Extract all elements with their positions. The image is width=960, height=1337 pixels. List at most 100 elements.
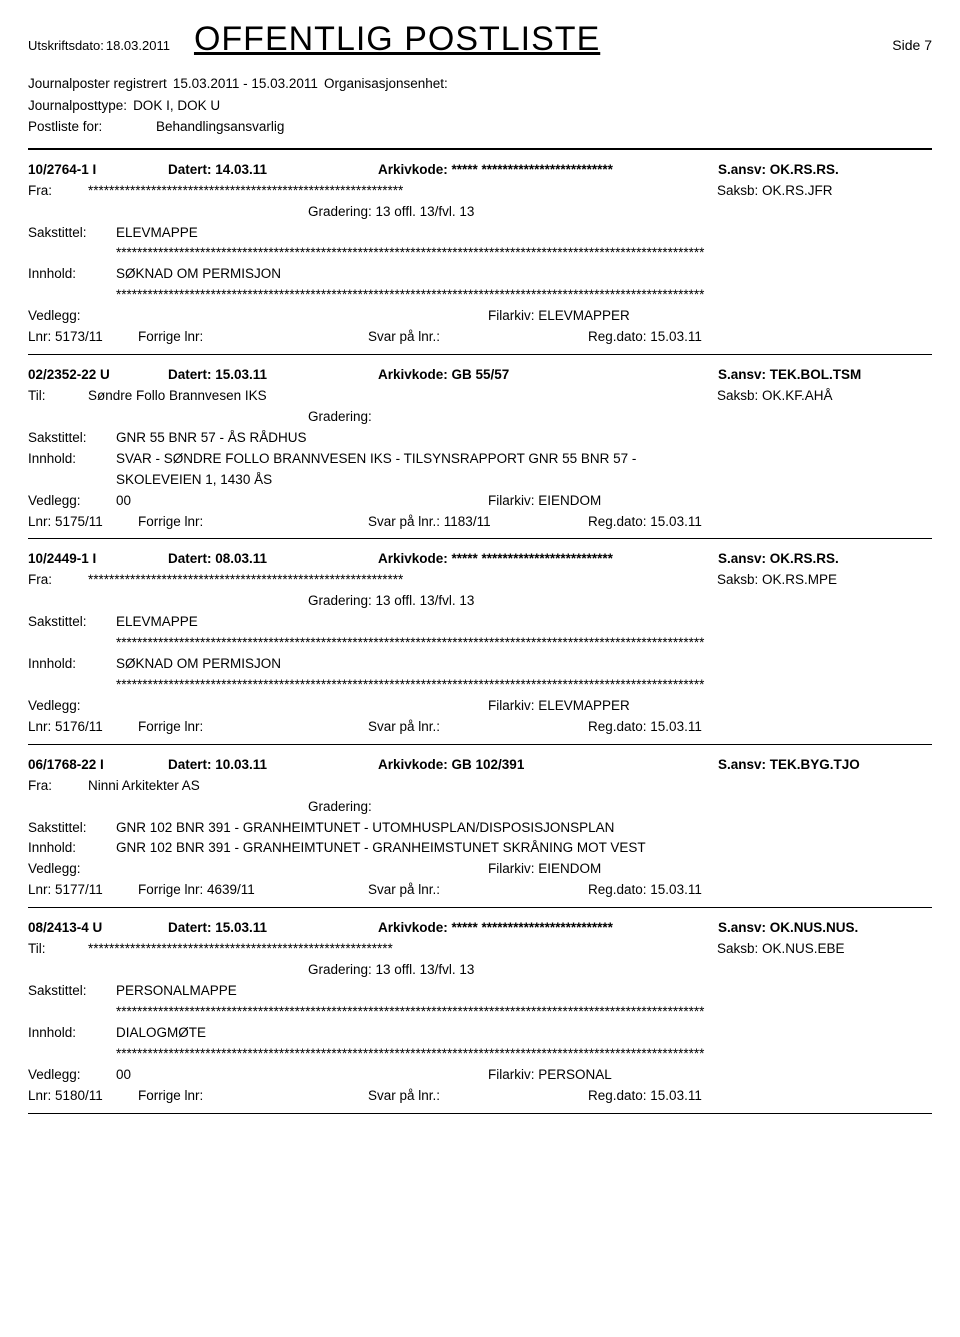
entry-party: Ninni Arkitekter AS — [88, 776, 717, 797]
entry-party-label: Fra: — [28, 570, 88, 591]
sakstittel-label: Sakstittel: — [28, 428, 116, 449]
innhold-value-line2: SKOLEVEIEN 1, 1430 ÅS — [28, 470, 932, 491]
regdato: Reg.dato: 15.03.11 — [588, 717, 932, 738]
sakstittel-value: ELEVMAPPE — [116, 223, 932, 244]
innhold-value: SØKNAD OM PERMISJON — [116, 264, 932, 285]
vedlegg-label: Vedlegg: — [28, 306, 116, 327]
filarkiv: Filarkiv: PERSONAL — [488, 1065, 932, 1086]
journal-entry: 08/2413-4 UDatert: 15.03.11Arkivkode: **… — [28, 918, 932, 1106]
entry-arkivkode: Arkivkode: ***** ***********************… — [378, 160, 718, 181]
entry-ref: 10/2449-1 I — [28, 549, 168, 570]
meta-posttype-label: Journalposttype: — [28, 95, 127, 117]
sakstittel-value: GNR 102 BNR 391 - GRANHEIMTUNET - UTOMHU… — [116, 818, 932, 839]
entry-party: Søndre Follo Brannvesen IKS — [88, 386, 717, 407]
lnr: Lnr: 5180/11 — [28, 1086, 138, 1107]
vedlegg-label: Vedlegg: — [28, 1065, 116, 1086]
lnr: Lnr: 5173/11 — [28, 327, 138, 348]
entry-arkivkode: Arkivkode: ***** ***********************… — [378, 918, 718, 939]
vedlegg-label: Vedlegg: — [28, 859, 116, 880]
regdato: Reg.dato: 15.03.11 — [588, 880, 932, 901]
divider — [28, 148, 932, 150]
page: Utskriftsdato: 18.03.2011 OFFENTLIG POST… — [0, 0, 960, 1164]
entry-datert: Datert: 08.03.11 — [168, 549, 378, 570]
entry-sansv: S.ansv: OK.NUS.NUS. — [718, 918, 932, 939]
innhold-label: Innhold: — [28, 449, 116, 470]
entry-datert: Datert: 10.03.11 — [168, 755, 378, 776]
lnr: Lnr: 5176/11 — [28, 717, 138, 738]
regdato: Reg.dato: 15.03.11 — [588, 512, 932, 533]
entry-datert: Datert: 15.03.11 — [168, 918, 378, 939]
entry-ref: 02/2352-22 U — [28, 365, 168, 386]
entry-gradering: Gradering: — [28, 407, 932, 428]
redaction-stars: ****************************************… — [28, 243, 932, 264]
sakstittel-label: Sakstittel: — [28, 612, 116, 633]
entry-saksb: Saksb: OK.KF.AHÅ — [717, 386, 932, 407]
vedlegg-value: 00 — [116, 1065, 488, 1086]
lnr: Lnr: 5175/11 — [28, 512, 138, 533]
redaction-stars: ****************************************… — [28, 675, 932, 696]
innhold-label: Innhold: — [28, 838, 116, 859]
entry-arkivkode: Arkivkode: GB 102/391 — [378, 755, 718, 776]
redaction-stars: ****************************************… — [28, 633, 932, 654]
header: Utskriftsdato: 18.03.2011 OFFENTLIG POST… — [28, 20, 932, 59]
filarkiv: Filarkiv: EIENDOM — [488, 491, 932, 512]
entry-party: ****************************************… — [88, 939, 717, 960]
meta-org-label: Organisasjonsenhet: — [324, 73, 448, 95]
filarkiv: Filarkiv: EIENDOM — [488, 859, 932, 880]
entry-sansv: S.ansv: TEK.BOL.TSM — [718, 365, 932, 386]
redaction-stars: ****************************************… — [28, 285, 932, 306]
entry-party-label: Fra: — [28, 776, 88, 797]
vedlegg-value — [116, 696, 488, 717]
meta-registered-range: 15.03.2011 - 15.03.2011 — [173, 73, 318, 95]
filarkiv: Filarkiv: ELEVMAPPER — [488, 306, 932, 327]
divider — [28, 1113, 932, 1114]
entry-gradering: Gradering: 13 offl. 13/fvl. 13 — [28, 591, 932, 612]
sakstittel-label: Sakstittel: — [28, 818, 116, 839]
forrige-lnr: Forrige lnr: — [138, 512, 368, 533]
entry-ref: 06/1768-22 I — [28, 755, 168, 776]
page-title: OFFENTLIG POSTLISTE — [194, 20, 600, 59]
journal-entry: 06/1768-22 IDatert: 10.03.11Arkivkode: G… — [28, 755, 932, 901]
sakstittel-label: Sakstittel: — [28, 981, 116, 1002]
svar-lnr: Svar på lnr.: — [368, 717, 588, 738]
entry-gradering: Gradering: — [28, 797, 932, 818]
entry-sansv: S.ansv: OK.RS.RS. — [718, 549, 932, 570]
forrige-lnr: Forrige lnr: 4639/11 — [138, 880, 368, 901]
innhold-value: GNR 102 BNR 391 - GRANHEIMTUNET - GRANHE… — [116, 838, 932, 859]
entry-party: ****************************************… — [88, 570, 717, 591]
meta-postliste-label: Postliste for: — [28, 116, 156, 138]
journal-entry: 10/2764-1 IDatert: 14.03.11Arkivkode: **… — [28, 160, 932, 348]
vedlegg-value — [116, 306, 488, 327]
innhold-value: SØKNAD OM PERMISJON — [116, 654, 932, 675]
print-date-value: 18.03.2011 — [106, 38, 170, 53]
svar-lnr: Svar på lnr.: 1183/11 — [368, 512, 588, 533]
meta-posttype-value: DOK I, DOK U — [133, 95, 220, 117]
innhold-value: SVAR - SØNDRE FOLLO BRANNVESEN IKS - TIL… — [116, 449, 932, 470]
entry-saksb: Saksb: OK.RS.JFR — [717, 181, 932, 202]
divider — [28, 354, 932, 355]
entry-gradering: Gradering: 13 offl. 13/fvl. 13 — [28, 202, 932, 223]
vedlegg-label: Vedlegg: — [28, 491, 116, 512]
forrige-lnr: Forrige lnr: — [138, 717, 368, 738]
forrige-lnr: Forrige lnr: — [138, 327, 368, 348]
forrige-lnr: Forrige lnr: — [138, 1086, 368, 1107]
entry-arkivkode: Arkivkode: ***** ***********************… — [378, 549, 718, 570]
entry-datert: Datert: 14.03.11 — [168, 160, 378, 181]
sakstittel-value: ELEVMAPPE — [116, 612, 932, 633]
entry-ref: 10/2764-1 I — [28, 160, 168, 181]
regdato: Reg.dato: 15.03.11 — [588, 327, 932, 348]
innhold-label: Innhold: — [28, 264, 116, 285]
lnr: Lnr: 5177/11 — [28, 880, 138, 901]
sakstittel-value: PERSONALMAPPE — [116, 981, 932, 1002]
sakstittel-value: GNR 55 BNR 57 - ÅS RÅDHUS — [116, 428, 932, 449]
entries-container: 10/2764-1 IDatert: 14.03.11Arkivkode: **… — [28, 160, 932, 1114]
meta-registered-label: Journalposter registrert — [28, 73, 167, 95]
entry-party-label: Fra: — [28, 181, 88, 202]
entry-party-label: Til: — [28, 386, 88, 407]
journal-entry: 02/2352-22 UDatert: 15.03.11Arkivkode: G… — [28, 365, 932, 532]
sakstittel-label: Sakstittel: — [28, 223, 116, 244]
entry-saksb: Saksb: OK.RS.MPE — [717, 570, 932, 591]
redaction-stars: ****************************************… — [28, 1002, 932, 1023]
meta-postliste-value: Behandlingsansvarlig — [156, 116, 284, 138]
entry-ref: 08/2413-4 U — [28, 918, 168, 939]
